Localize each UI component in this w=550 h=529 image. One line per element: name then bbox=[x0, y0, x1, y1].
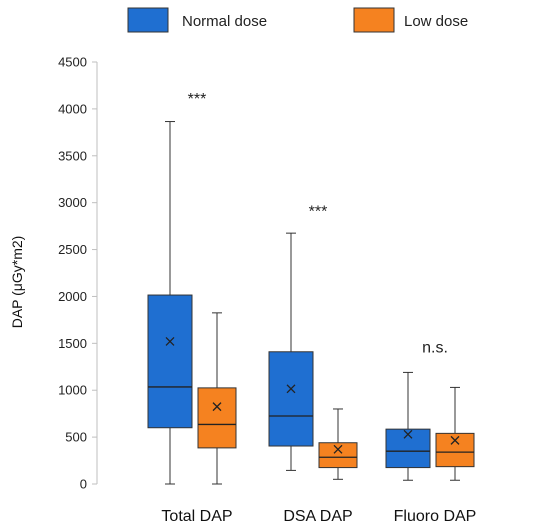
x-category-label: DSA DAP bbox=[283, 508, 352, 525]
box-2 bbox=[435, 386, 475, 481]
box-1 bbox=[268, 232, 314, 471]
y-tick-label: 0 bbox=[80, 477, 87, 492]
x-axis-categories: Total DAP DSA DAP Fluoro DAP bbox=[161, 508, 476, 525]
mean-marker bbox=[450, 435, 460, 445]
box-2 bbox=[385, 371, 431, 481]
y-tick-label: 2000 bbox=[58, 289, 87, 304]
x-category-label: Total DAP bbox=[161, 508, 232, 525]
iqr-box bbox=[318, 442, 358, 469]
x-category-label: Fluoro DAP bbox=[394, 508, 477, 525]
mean-marker bbox=[333, 444, 343, 454]
series-normal-dose bbox=[147, 121, 431, 485]
iqr-box bbox=[147, 294, 193, 429]
box-series-group bbox=[147, 121, 475, 485]
mean-marker bbox=[286, 384, 296, 394]
significance-label: n.s. bbox=[422, 340, 448, 357]
significance-annotations: *** *** n.s. bbox=[188, 91, 448, 357]
iqr-box bbox=[268, 351, 314, 447]
legend-swatch bbox=[353, 7, 395, 33]
y-axis: 0 500 1000 1500 2000 2500 3000 3500 4000 4500 bbox=[58, 55, 98, 492]
box-0 bbox=[197, 312, 237, 485]
significance-label: *** bbox=[188, 91, 207, 108]
y-axis-label: DAP (μGy*m2) bbox=[9, 236, 25, 329]
legend-label: Normal dose bbox=[182, 13, 267, 30]
iqr-box bbox=[197, 387, 237, 449]
mean-marker bbox=[403, 429, 413, 439]
significance-label: *** bbox=[309, 204, 328, 221]
y-tick-label: 2500 bbox=[58, 242, 87, 257]
y-tick-label: 4500 bbox=[58, 55, 87, 70]
y-tick-label: 1000 bbox=[58, 383, 87, 398]
y-tick-label: 4000 bbox=[58, 101, 87, 116]
legend-label: Low dose bbox=[404, 13, 468, 30]
legend-swatch bbox=[127, 7, 169, 33]
series-low-dose bbox=[197, 312, 475, 485]
box-0 bbox=[147, 121, 193, 485]
mean-marker bbox=[165, 336, 175, 346]
mean-marker bbox=[212, 402, 222, 412]
y-tick-label: 1500 bbox=[58, 336, 87, 351]
iqr-box bbox=[435, 432, 475, 468]
iqr-box bbox=[385, 428, 431, 469]
y-tick-label: 500 bbox=[65, 430, 87, 445]
legend-item: Normal dose bbox=[127, 7, 267, 33]
y-tick-label: 3500 bbox=[58, 148, 87, 163]
box-1 bbox=[318, 408, 358, 480]
y-tick-label: 3000 bbox=[58, 195, 87, 210]
legend: Normal dose Low dose bbox=[127, 7, 468, 33]
legend-item: Low dose bbox=[353, 7, 468, 33]
